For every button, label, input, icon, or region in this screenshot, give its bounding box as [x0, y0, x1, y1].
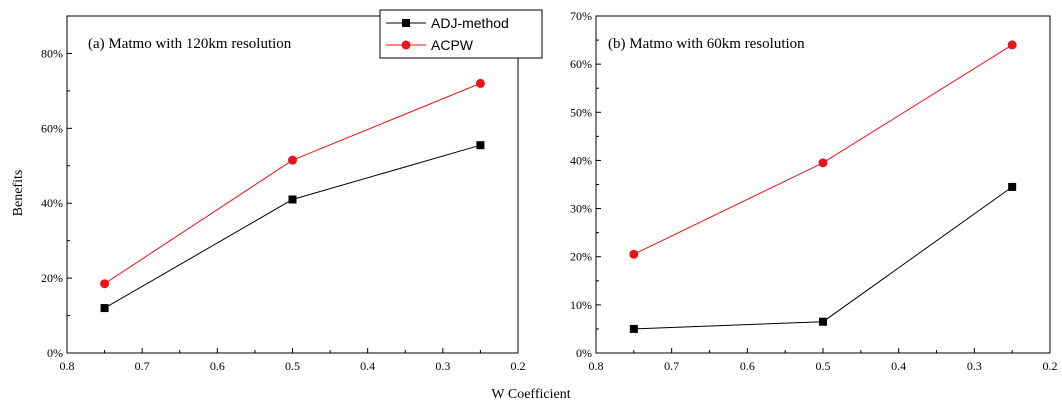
panel-a-plot-frame — [66, 15, 519, 354]
panel-b-y-tick-label: 0% — [576, 346, 592, 360]
panel-a-acpw-point — [100, 279, 110, 289]
legend-acpw-marker — [401, 40, 411, 50]
panel-a-adj-method-point — [288, 195, 297, 204]
panel-a-x-tick-label: 0.4 — [360, 359, 375, 373]
panel-a-title: (a) Matmo with 120km resolution — [88, 36, 292, 52]
panel-a-y-tick-label: 20% — [41, 271, 63, 285]
panel-b-x-tick-label: 0.5 — [816, 359, 831, 373]
legend-adj-method-marker — [402, 19, 410, 27]
panel-b-y-tick-label: 30% — [570, 202, 592, 216]
legend-acpw-label: ACPW — [431, 37, 474, 53]
legend-box — [379, 9, 543, 59]
panel-a-x-tick-label: 0.6 — [210, 359, 225, 373]
panel-a-x-tick-label: 0.7 — [135, 359, 150, 373]
panel-a-y-tick-label: 80% — [41, 46, 63, 60]
panel-a-x-tick-label: 0.2 — [511, 359, 526, 373]
legend-adj-method-label: ADJ-method — [431, 15, 509, 31]
y-axis-title: Benefits — [11, 170, 26, 217]
panel-b-title: (b) Matmo with 60km resolution — [608, 36, 805, 52]
panel-b-x-tick-label: 0.6 — [740, 359, 755, 373]
panel-b-x-tick-label: 0.8 — [589, 359, 604, 373]
panel-b-acpw-line — [633, 44, 1013, 255]
panel-b-y-tick-label: 50% — [570, 105, 592, 119]
panel-b-plot-frame — [595, 15, 1051, 354]
panel-a-x-tick-label: 0.5 — [285, 359, 300, 373]
panel-a-adj-method-point — [100, 304, 109, 313]
panel-b-adj-method-point — [819, 317, 827, 326]
panel-a-acpw-point — [288, 155, 297, 165]
panel-a-y-tick-label: 0% — [47, 346, 63, 360]
panel-b-adj-method-point — [629, 324, 638, 333]
panel-a-x-tick-label: 0.3 — [435, 359, 450, 373]
panel-a-y-tick-label: 60% — [41, 121, 63, 135]
panel-b-acpw-point — [818, 158, 828, 168]
panel-a-y-tick-label: 40% — [41, 196, 63, 210]
panel-b-x-tick-label: 0.3 — [967, 359, 982, 373]
panel-a-acpw-point — [475, 78, 485, 88]
x-axis-title: W Coefficient — [491, 387, 570, 402]
panel-b-x-tick-label: 0.4 — [891, 359, 906, 373]
panel-b-x-tick-label: 0.2 — [1043, 359, 1058, 373]
panel-b-adj-method-point — [1008, 182, 1017, 191]
panel-a-adj-method-point — [476, 141, 485, 150]
panel-b-acpw-point — [1007, 40, 1017, 50]
panel-b-y-tick-label: 10% — [570, 298, 592, 312]
panel-b-adj-method-line — [633, 186, 1013, 330]
panel-b-y-tick-label: 20% — [570, 250, 592, 264]
panel-b-x-tick-label: 0.7 — [664, 359, 679, 373]
panel-a-x-tick-label: 0.8 — [60, 359, 75, 373]
panel-a-acpw-line — [104, 82, 481, 285]
panel-b-y-tick-label: 70% — [570, 9, 592, 23]
panel-b-acpw-point — [629, 249, 639, 259]
panel-a-adj-method-line — [104, 144, 481, 309]
panel-b-y-tick-label: 60% — [570, 57, 592, 71]
panel-b-y-tick-label: 40% — [570, 153, 592, 167]
